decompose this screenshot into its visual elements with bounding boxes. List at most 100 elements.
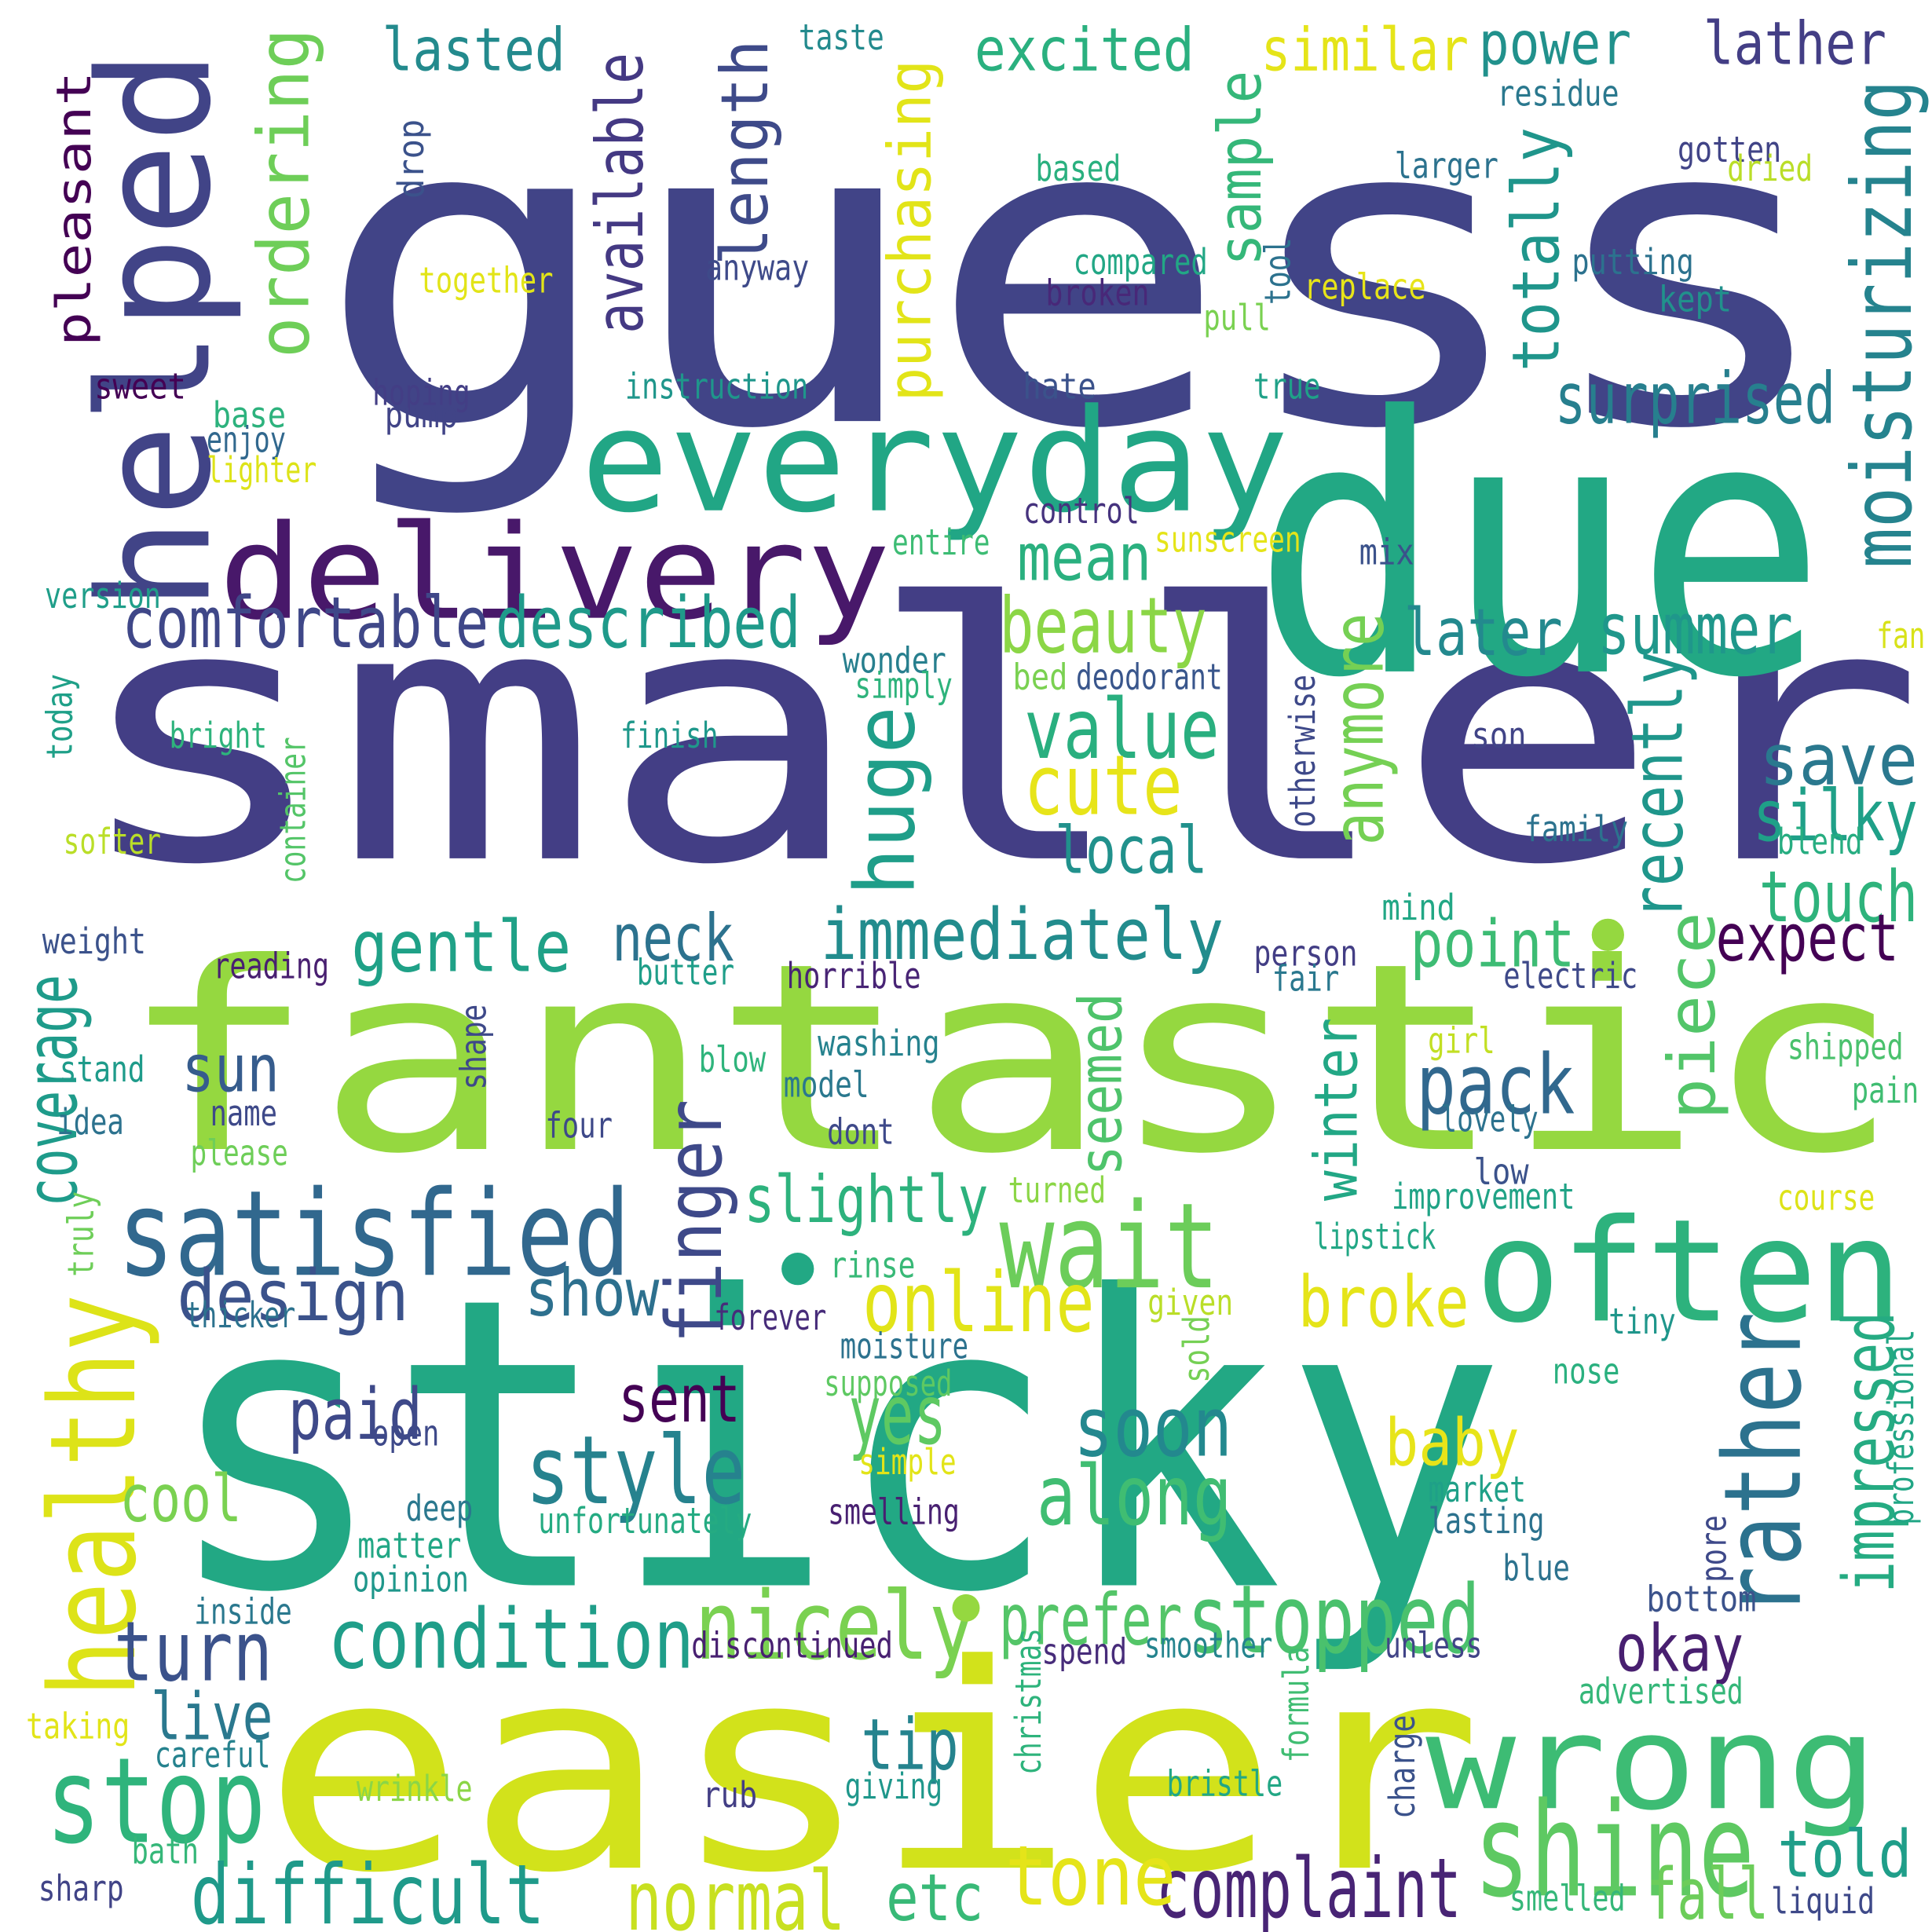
word-stopped: stopped <box>1187 1565 1480 1675</box>
word-live: live <box>151 1679 273 1755</box>
word-pain: pain <box>1852 1070 1919 1111</box>
word-complaint: complaint <box>1156 1840 1462 1932</box>
word-excited: excited <box>975 15 1195 84</box>
word-shine: shine <box>1473 1775 1755 1927</box>
word-lasted: lasted <box>382 15 565 84</box>
word-lasting: lasting <box>1429 1500 1545 1542</box>
word-totally: totally <box>1498 127 1575 371</box>
word-length: length <box>707 40 783 266</box>
word-butter: butter <box>637 951 734 993</box>
word-shipped: shipped <box>1787 1026 1904 1068</box>
word-unless: unless <box>1385 1624 1482 1666</box>
word-broke: broke <box>1298 1261 1469 1344</box>
word-smoother: smoother <box>1144 1624 1272 1666</box>
word-tone: tone <box>1005 1828 1176 1924</box>
word-deep: deep <box>406 1487 474 1529</box>
word-person: person <box>1253 933 1357 975</box>
word-bath: bath <box>132 1830 199 1872</box>
word-condition: condition <box>327 1591 694 1688</box>
word-professional: professional <box>1880 1330 1922 1525</box>
word-okay: okay <box>1615 1610 1744 1686</box>
word-discontinued: discontinued <box>691 1624 893 1666</box>
word-local: local <box>1055 813 1207 889</box>
word-power: power <box>1479 9 1631 79</box>
word-deodorant: deodorant <box>1076 656 1223 697</box>
word-blend: blend <box>1777 821 1863 862</box>
word-sample: sample <box>1206 71 1275 266</box>
word-pleasant: pleasant <box>47 71 102 346</box>
word-wrinkle: wrinkle <box>357 1768 473 1809</box>
word-point: point <box>1411 906 1575 982</box>
word-yes: yes <box>848 1367 946 1463</box>
word-weight: weight <box>42 920 146 962</box>
word-control: control <box>1023 490 1140 532</box>
word-recently: recently <box>1616 651 1699 920</box>
word-fantastic: fantastic <box>118 908 1901 1211</box>
word-turn: turn <box>114 1603 273 1700</box>
word-christmas: christmas <box>1008 1628 1049 1775</box>
word-smaller: smaller <box>69 529 1926 942</box>
word-careful: careful <box>155 1734 271 1776</box>
word-softer: softer <box>64 821 161 862</box>
word-rinse: rinse <box>830 1244 916 1286</box>
word-value: value <box>1024 681 1220 778</box>
word-residue: residue <box>1497 73 1619 115</box>
word-instruction: instruction <box>625 366 808 408</box>
word-helped: helped <box>66 49 245 611</box>
word-today: today <box>39 674 81 759</box>
word-washing: washing <box>818 1023 940 1064</box>
word-reading: reading <box>213 946 329 987</box>
word-piece: piece <box>1654 912 1730 1119</box>
word-mind: mind <box>1381 887 1454 928</box>
word-mix: mix <box>1359 532 1414 573</box>
word-gentle: gentle <box>351 906 571 989</box>
word-taste: taste <box>799 16 884 58</box>
word-girl: girl <box>1428 1020 1495 1062</box>
word-advertised: advertised <box>1579 1670 1744 1712</box>
word-electric: electric <box>1503 955 1637 997</box>
word-supposed: supposed <box>824 1363 952 1404</box>
word-seemed: seemed <box>1066 993 1135 1176</box>
word-family: family <box>1524 808 1628 850</box>
word-blow: blow <box>699 1039 767 1081</box>
word-sticky: sticky <box>163 1212 1507 1681</box>
word-course: course <box>1777 1177 1875 1219</box>
word-lighter: lighter <box>207 449 317 491</box>
decor-dot <box>952 1594 980 1622</box>
word-paid: paid <box>288 1374 423 1456</box>
word-tiny: tiny <box>1608 1301 1676 1342</box>
word-container: container <box>272 737 313 884</box>
word-base: base <box>213 394 286 436</box>
word-moisture: moisture <box>840 1326 968 1367</box>
word-design: design <box>177 1255 409 1337</box>
word-kept: kept <box>1659 278 1732 320</box>
word-inside: inside <box>194 1591 291 1633</box>
word-stand: stand <box>60 1048 145 1090</box>
word-forever: forever <box>714 1297 826 1338</box>
word-delivery: delivery <box>219 498 891 649</box>
decor-dot <box>781 1253 814 1286</box>
word-satisfied: satisfied <box>118 1165 631 1303</box>
word-baby: baby <box>1385 1405 1519 1481</box>
word-due: due <box>1253 342 1827 756</box>
word-open: open <box>372 1413 440 1454</box>
word-slightly: slightly <box>744 1162 988 1238</box>
word-winter: winter <box>1301 1018 1370 1201</box>
word-sold: sold <box>1176 1315 1217 1383</box>
word-impressed: impressed <box>1828 1312 1911 1593</box>
word-difficult: difficult <box>191 1846 545 1932</box>
word-anymore: anymore <box>1317 613 1400 846</box>
word-pore: pore <box>1693 1515 1735 1583</box>
word-silky: silky <box>1753 775 1918 858</box>
word-bristle: bristle <box>1166 1763 1283 1805</box>
word-lovely: lovely <box>1440 1099 1538 1140</box>
word-bottom: bottom <box>1646 1579 1756 1620</box>
word-guess: guess <box>315 26 1842 522</box>
word-shape: shape <box>453 1004 495 1090</box>
word-liquid: liquid <box>1771 1880 1875 1922</box>
word-wait: wait <box>1000 1177 1220 1315</box>
word-truly: truly <box>60 1191 102 1277</box>
word-gotten: gotten <box>1678 129 1781 170</box>
word-described: described <box>496 582 801 664</box>
